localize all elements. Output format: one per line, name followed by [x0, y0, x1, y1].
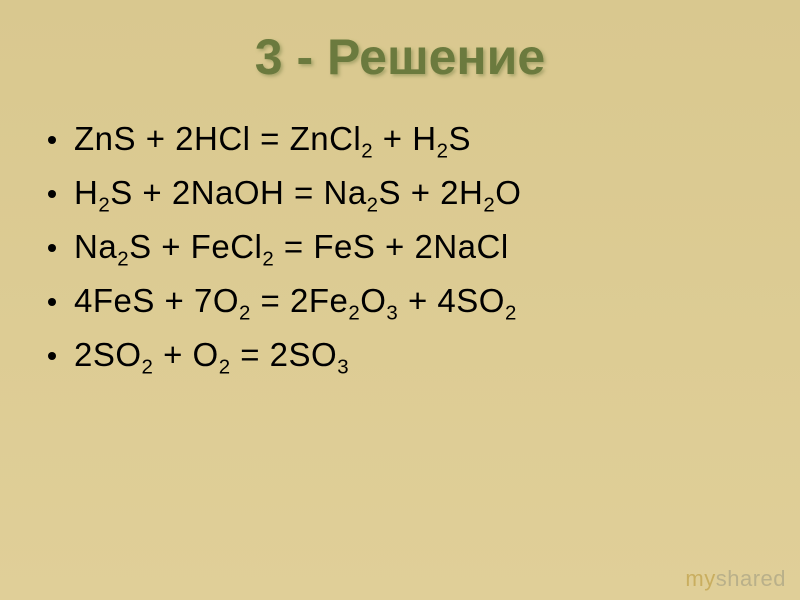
bullet-icon	[48, 352, 56, 360]
equation-text: H2S + 2NaOH = Na2S + 2H2O	[74, 174, 521, 212]
bullet-icon	[48, 244, 56, 252]
watermark-prefix: my	[685, 566, 715, 591]
equation-item: Na2S + FeCl2 = FeS + 2NaCl	[48, 228, 800, 266]
equation-item: 2SO2 + O2 = 2SO3	[48, 336, 800, 374]
equation-text: 4FeS + 7O2 = 2Fe2O3 + 4SO2	[74, 282, 517, 320]
slide-title: 3 - Решение	[0, 0, 800, 86]
equation-item: 4FeS + 7O2 = 2Fe2O3 + 4SO2	[48, 282, 800, 320]
equation-text: ZnS + 2HCl = ZnCl2 + H2S	[74, 120, 471, 158]
equation-text: 2SO2 + O2 = 2SO3	[74, 336, 349, 374]
watermark-rest: shared	[716, 566, 786, 591]
equation-list: ZnS + 2HCl = ZnCl2 + H2S H2S + 2NaOH = Na…	[48, 120, 800, 374]
equation-item: ZnS + 2HCl = ZnCl2 + H2S	[48, 120, 800, 158]
equation-text: Na2S + FeCl2 = FeS + 2NaCl	[74, 228, 509, 266]
watermark: myshared	[685, 566, 786, 592]
bullet-icon	[48, 298, 56, 306]
bullet-icon	[48, 190, 56, 198]
bullet-icon	[48, 136, 56, 144]
equation-item: H2S + 2NaOH = Na2S + 2H2O	[48, 174, 800, 212]
